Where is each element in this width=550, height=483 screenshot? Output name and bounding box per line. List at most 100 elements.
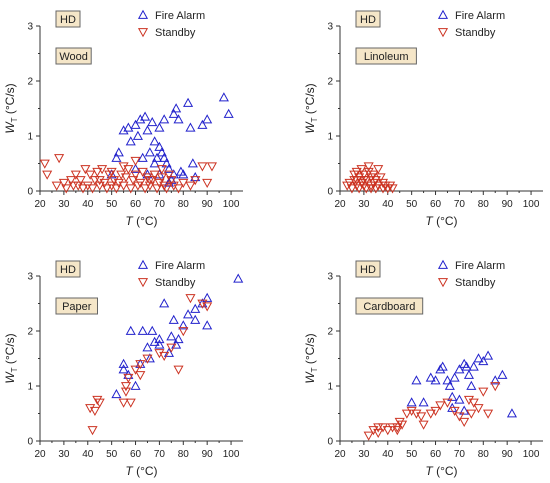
data-point xyxy=(144,181,155,191)
y-tick-label: 0 xyxy=(327,437,333,448)
x-tick-label: 90 xyxy=(202,449,214,460)
data-point xyxy=(202,302,213,312)
x-tick-label: 40 xyxy=(82,199,94,210)
legend-label: Fire Alarm xyxy=(155,10,205,22)
data-point xyxy=(159,181,170,191)
data-point xyxy=(130,170,141,180)
data-point xyxy=(394,417,405,427)
data-point xyxy=(377,178,389,188)
data-point xyxy=(351,176,362,186)
y-tick-label: 1 xyxy=(327,382,333,393)
data-point xyxy=(411,409,422,419)
data-point xyxy=(368,426,379,436)
data-point xyxy=(173,365,184,375)
hd-tag-label: HD xyxy=(60,264,76,276)
data-point xyxy=(497,369,508,379)
data-point xyxy=(101,184,112,194)
data-point xyxy=(123,165,134,175)
data-point xyxy=(120,382,132,392)
x-tick-label: 50 xyxy=(106,199,118,210)
x-tick-label: 30 xyxy=(358,449,370,460)
data-point xyxy=(113,147,124,157)
data-point xyxy=(468,398,479,408)
x-tick-label: 90 xyxy=(502,199,514,210)
y-tick-label: 1 xyxy=(27,132,33,143)
data-point xyxy=(144,353,155,363)
data-point xyxy=(344,178,355,188)
data-point xyxy=(466,409,477,419)
x-tick-label: 20 xyxy=(34,199,46,210)
x-tick-label: 50 xyxy=(106,449,118,460)
legend-label: Fire Alarm xyxy=(455,10,505,22)
data-point xyxy=(140,111,151,121)
data-point xyxy=(354,184,365,194)
x-tick-label: 20 xyxy=(334,199,346,210)
data-point xyxy=(387,423,398,433)
data-point xyxy=(373,165,384,175)
data-point xyxy=(197,162,208,172)
data-point xyxy=(87,184,98,194)
data-point xyxy=(354,173,365,183)
data-point xyxy=(125,136,136,146)
data-point xyxy=(159,298,170,308)
data-point xyxy=(151,184,163,194)
x-tick-label: 70 xyxy=(454,199,466,210)
chart-panel-paper: 20 30 40 50 60 70 80 90 100 0 1 2 3 T (°C) WT (°C/s) HD… xyxy=(3,259,244,478)
legend-label: Fire Alarm xyxy=(155,260,205,272)
material-tag-label: Wood xyxy=(59,51,88,63)
data-point xyxy=(178,320,189,330)
data-point xyxy=(435,401,446,411)
data-point xyxy=(140,184,151,194)
data-point xyxy=(166,176,177,186)
data-point xyxy=(154,141,165,151)
data-point xyxy=(159,114,170,124)
data-point xyxy=(111,152,122,162)
data-point xyxy=(123,373,134,383)
data-point xyxy=(437,361,448,371)
data-point xyxy=(125,184,136,194)
x-tick-label: 30 xyxy=(58,449,70,460)
data-point xyxy=(130,156,141,166)
data-point xyxy=(368,170,379,180)
data-point xyxy=(65,176,77,186)
data-point xyxy=(490,382,501,392)
data-point xyxy=(168,108,179,118)
hd-tag-box xyxy=(55,10,81,28)
data-point xyxy=(363,431,374,441)
data-point xyxy=(92,167,103,177)
data-point xyxy=(156,147,167,157)
data-point xyxy=(392,426,403,436)
x-axis-label: T (°C) xyxy=(425,464,457,478)
x-tick-label: 60 xyxy=(130,199,142,210)
x-tick-label: 80 xyxy=(478,449,490,460)
data-point xyxy=(97,165,108,175)
data-point xyxy=(173,184,184,194)
data-point xyxy=(61,184,72,194)
data-point xyxy=(375,173,386,183)
y-tick-label: 3 xyxy=(327,272,333,283)
data-point xyxy=(461,361,472,371)
data-point xyxy=(387,184,398,194)
data-point xyxy=(106,167,117,177)
data-point xyxy=(163,163,175,173)
data-point xyxy=(197,299,208,309)
x-tick-label: 40 xyxy=(382,199,394,210)
data-point xyxy=(85,404,96,414)
data-point xyxy=(168,181,179,191)
data-point xyxy=(92,395,103,405)
data-point xyxy=(159,152,170,162)
data-point xyxy=(130,365,141,375)
data-point xyxy=(442,398,453,408)
chart-panel-wood: 20 30 40 50 60 70 80 90 100 0 1 2 3 T (°C) WT (°C/s) HD… xyxy=(3,9,243,228)
data-point xyxy=(356,165,367,175)
series-standby xyxy=(363,382,501,441)
y-tick-label: 0 xyxy=(27,187,33,198)
data-point xyxy=(123,122,134,132)
y-axis-label: WT (°C/s) xyxy=(3,333,19,383)
x-tick-label: 100 xyxy=(223,449,240,460)
data-point xyxy=(137,167,148,177)
data-point xyxy=(111,184,122,194)
x-tick-label: 100 xyxy=(523,449,540,460)
x-tick-label: 60 xyxy=(130,449,142,460)
